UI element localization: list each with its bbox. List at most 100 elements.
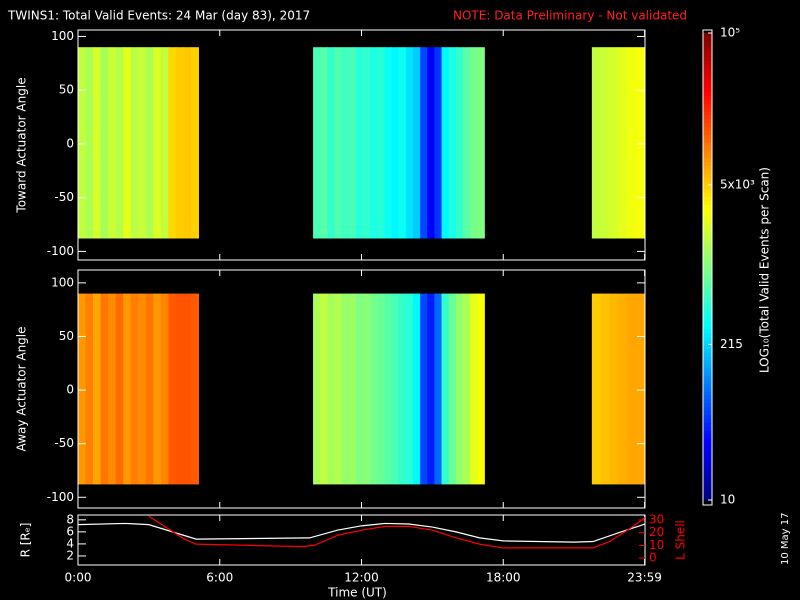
- y-tick-label: -50: [54, 436, 74, 450]
- colorbar-cell: [703, 297, 712, 303]
- colorbar-label: LOG₁₀(Total Valid Events per Scan): [758, 167, 772, 373]
- colorbar-cell: [703, 68, 712, 73]
- colorbar-cell: [703, 52, 712, 57]
- heatmap-strip: [591, 293, 602, 485]
- x-axis-label: Time (UT): [327, 586, 387, 600]
- y-tick-label: 100: [51, 275, 74, 289]
- colorbar-cell: [703, 165, 712, 170]
- heatmap-strip: [384, 293, 393, 485]
- heatmap-strip: [370, 293, 378, 485]
- y-tick-label: -50: [54, 190, 74, 204]
- series-group: [78, 515, 645, 549]
- colorbar-cell: [703, 192, 712, 198]
- colorbar-cell: [703, 138, 712, 143]
- heatmap-strip: [145, 293, 154, 485]
- heatmap-strip: [355, 293, 364, 485]
- heatmap-strip: [462, 47, 471, 239]
- y-axis-label: Toward Actuator Angle: [15, 77, 29, 213]
- heatmap-strip: [78, 293, 87, 485]
- heatmap-strip: [93, 293, 102, 485]
- colorbar-cell: [703, 95, 712, 100]
- colorbar-cell: [703, 36, 712, 42]
- colorbar-cell: [703, 464, 712, 470]
- colorbar-cell: [703, 227, 712, 233]
- heatmap-strip: [462, 293, 471, 485]
- heatmap-strip: [412, 47, 421, 239]
- heatmap-strip: [183, 47, 192, 239]
- colorbar-cell: [703, 196, 712, 201]
- colorbar-cell: [703, 457, 712, 462]
- panel-frame: [77, 514, 646, 566]
- heatmap-strip: [600, 293, 611, 485]
- heatmap-strip: [334, 47, 343, 239]
- heatmap-strip: [348, 293, 357, 485]
- y-tick-label: 100: [51, 29, 74, 43]
- colorbar-cell: [703, 317, 712, 322]
- heatmap-strip: [183, 293, 192, 485]
- heatmap-strip: [160, 47, 169, 239]
- heatmap-strip: [441, 293, 450, 485]
- colorbar-cell: [703, 282, 712, 287]
- colorbar-cell: [703, 114, 712, 120]
- heatmap-strip: [591, 47, 602, 239]
- colorbar-cell: [703, 208, 712, 213]
- colorbar-cell: [703, 426, 712, 431]
- heatmap-strip: [334, 293, 343, 485]
- heatmap-strip: [85, 47, 94, 239]
- colorbar-cell: [703, 91, 712, 96]
- colorbar-cell: [703, 87, 712, 92]
- colorbar-cell: [703, 270, 712, 275]
- heatmap-strip: [108, 293, 117, 485]
- colorbar-cell: [703, 200, 712, 205]
- heatmap-strip: [138, 293, 147, 485]
- colorbar-cell: [703, 161, 712, 166]
- colorbar-cell: [703, 33, 712, 38]
- heatmap-strip: [636, 293, 646, 485]
- heatmap-strip: [384, 47, 393, 239]
- heatmap-strip: [341, 293, 350, 485]
- colorbar-cell: [703, 324, 712, 330]
- heatmap-strip: [470, 47, 478, 239]
- heatmap-strip: [609, 293, 619, 485]
- colorbar-cell: [703, 274, 712, 279]
- colorbar-cell: [703, 305, 712, 310]
- colorbar-cell: [703, 285, 712, 291]
- heatmap-strip: [153, 47, 162, 239]
- colorbar-cell: [703, 488, 712, 493]
- heatmap-strip: [327, 293, 335, 485]
- colorbar-cell: [703, 180, 712, 186]
- colorbar-cell: [703, 433, 712, 439]
- colorbar-cell: [703, 398, 712, 404]
- colorbar-cell: [703, 429, 712, 435]
- colorbar-cell: [703, 293, 712, 299]
- x-tick-label: 0:00: [65, 571, 92, 585]
- heatmap-strip: [145, 47, 154, 239]
- heatmap-strip: [420, 293, 428, 485]
- y-tick-label: 0: [66, 136, 74, 150]
- heatmap-strip: [427, 47, 435, 239]
- heatmap-strip: [434, 293, 443, 485]
- colorbar-cell: [703, 223, 712, 229]
- y-tick-label: 6: [66, 524, 74, 538]
- x-tick-label: 6:00: [206, 571, 233, 585]
- colorbar-cell: [703, 359, 712, 365]
- heatmap-strip: [377, 293, 385, 485]
- colorbar-cell: [703, 472, 712, 478]
- colorbar-cell: [703, 103, 712, 108]
- heatmap-strip: [600, 47, 611, 239]
- colorbar-cell: [703, 422, 712, 427]
- heatmap-strip: [405, 293, 414, 485]
- colorbar-cell: [703, 157, 712, 163]
- colorbar-cell: [703, 145, 712, 151]
- heatmap-strip: [93, 47, 102, 239]
- heatmap-strip: [455, 293, 464, 485]
- colorbar-tick-label: 215: [720, 337, 743, 351]
- colorbar-cell: [703, 367, 712, 373]
- heatmap-strip: [391, 293, 400, 485]
- date-stamp: 10 May 17: [780, 513, 791, 565]
- colorbar-tick-label: 5x10³: [720, 177, 755, 191]
- heatmap-strip: [455, 47, 464, 239]
- heatmap-strip: [78, 47, 87, 239]
- colorbar-cell: [703, 301, 712, 307]
